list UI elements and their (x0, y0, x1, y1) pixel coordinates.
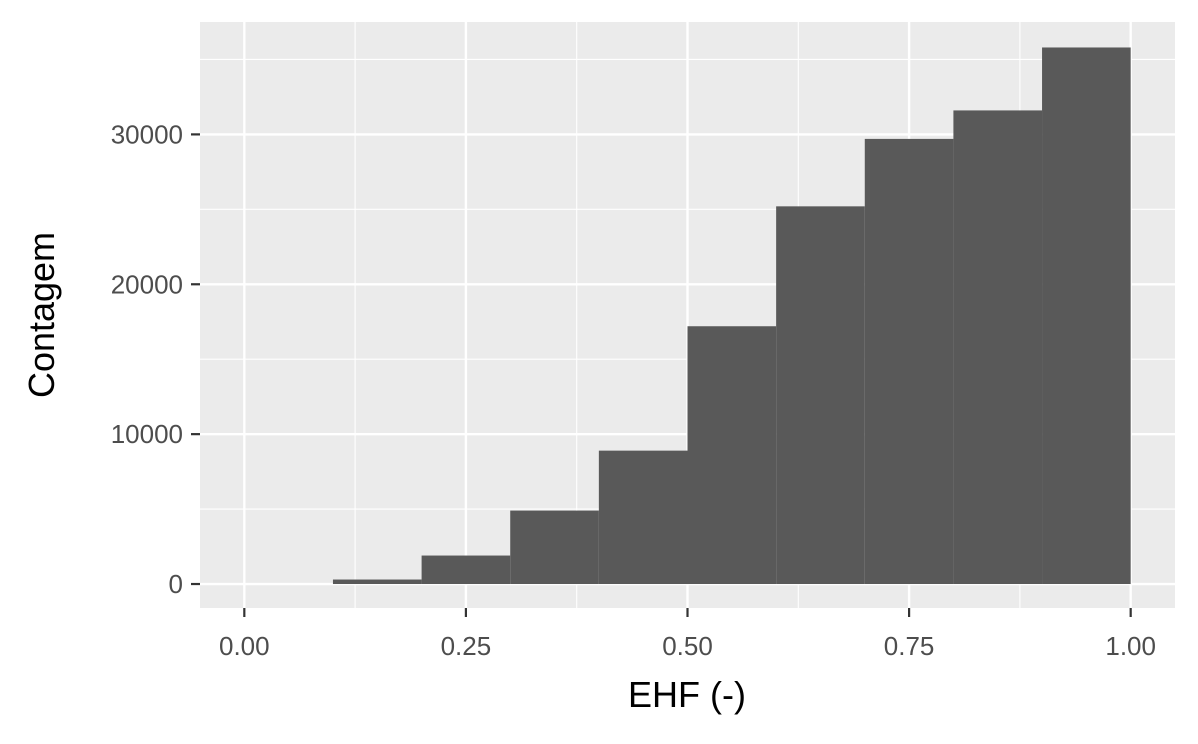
y-axis-title: Contagem (21, 232, 62, 398)
y-tick-label: 20000 (111, 269, 183, 299)
histogram-bar-4 (510, 510, 599, 585)
histogram-bar-3 (421, 555, 511, 585)
x-axis: 0.00 0.25 0.50 0.75 1.00 (219, 608, 1156, 661)
x-axis-title: EHF (-) (628, 674, 746, 715)
x-tick-label: 0.00 (219, 631, 270, 661)
x-tick-label: 0.75 (884, 631, 935, 661)
histogram-bar-6 (687, 326, 777, 585)
histogram-bar-7 (776, 206, 865, 585)
histogram-bar-10 (1042, 47, 1131, 585)
histogram-bar-2 (332, 579, 422, 585)
histogram-bars (332, 47, 1131, 585)
x-tick-label: 0.50 (662, 631, 713, 661)
y-tick-label: 10000 (111, 419, 183, 449)
y-tick-label: 0 (169, 569, 183, 599)
histogram-bar-9 (953, 110, 1043, 585)
x-tick-label: 0.25 (441, 631, 492, 661)
y-tick-label: 30000 (111, 119, 183, 149)
x-tick-label: 1.00 (1105, 631, 1156, 661)
histogram-bar-8 (864, 138, 954, 585)
y-axis: 0 10000 20000 30000 (111, 119, 200, 599)
histogram-bar-5 (598, 450, 688, 585)
